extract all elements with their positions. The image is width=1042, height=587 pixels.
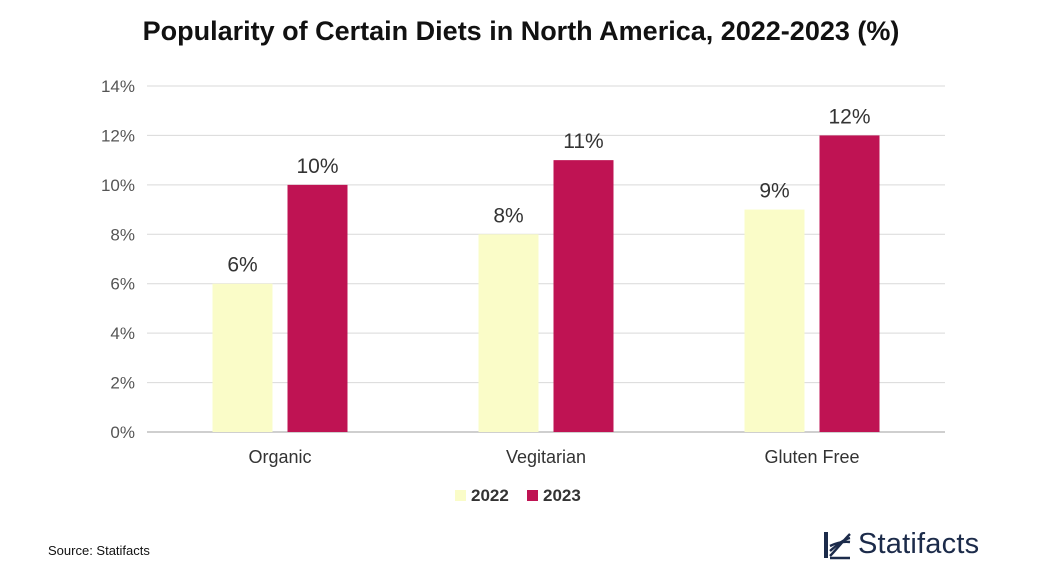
bar-2022-vegitarian: [478, 234, 539, 432]
legend: 2022 2023: [455, 486, 581, 505]
bars: [212, 135, 880, 432]
y-axis-ticks: 0% 2% 4% 6% 8% 10% 12% 14%: [101, 77, 135, 442]
data-labels: 6% 10% 8% 11% 9% 12%: [227, 105, 870, 276]
bar-2023-organic: [287, 184, 348, 432]
y-tick-label: 12%: [101, 126, 135, 145]
legend-label-2022: 2022: [471, 486, 509, 505]
data-label: 9%: [759, 180, 789, 203]
brand-name: Statifacts: [858, 528, 980, 560]
x-tick-label: Vegitarian: [506, 447, 586, 467]
data-label: 10%: [296, 155, 338, 178]
source-note: Source: Statifacts: [48, 543, 150, 558]
chart-title: Popularity of Certain Diets in North Ame…: [142, 16, 900, 46]
y-tick-label: 14%: [101, 77, 135, 96]
data-label: 11%: [563, 130, 603, 153]
gridlines: [147, 85, 945, 433]
bar-2022-organic: [212, 283, 273, 432]
data-label: 6%: [227, 254, 257, 277]
bar-2023-gluten-free: [819, 135, 880, 432]
y-tick-label: 0%: [110, 423, 135, 442]
statifacts-logo-icon: [824, 531, 851, 559]
x-tick-label: Organic: [248, 447, 311, 467]
y-tick-label: 6%: [110, 275, 135, 294]
bar-2022-gluten-free: [744, 209, 805, 432]
brand-logo: Statifacts: [822, 528, 979, 561]
y-tick-label: 4%: [110, 324, 135, 343]
legend-label-2023: 2023: [543, 486, 581, 505]
y-tick-label: 2%: [110, 374, 135, 393]
y-tick-label: 8%: [110, 225, 135, 244]
bar-2023-vegitarian: [553, 160, 614, 432]
x-tick-label: Gluten Free: [764, 447, 859, 467]
x-axis-ticks: Organic Vegitarian Gluten Free: [248, 447, 859, 467]
data-label: 12%: [828, 105, 870, 128]
y-tick-label: 10%: [101, 176, 135, 195]
data-label: 8%: [493, 204, 523, 227]
legend-swatch-2023: [527, 490, 538, 501]
legend-swatch-2022: [455, 490, 466, 501]
